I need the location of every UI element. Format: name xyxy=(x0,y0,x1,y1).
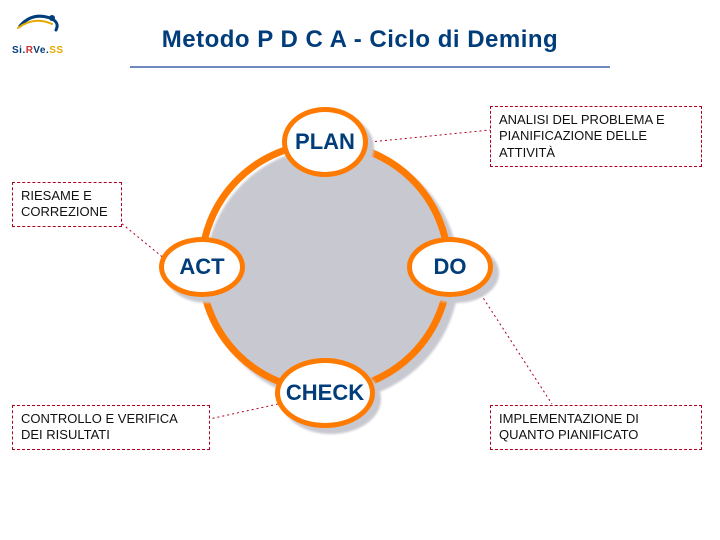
node-check-label: CHECK xyxy=(286,380,364,406)
node-do-label: DO xyxy=(434,254,467,280)
node-plan: PLAN xyxy=(282,107,368,177)
box-controllo: CONTROLLO E VERIFICA DEI RISULTATI xyxy=(12,405,210,450)
node-check: CHECK xyxy=(275,358,375,428)
box-analisi-text: ANALISI DEL PROBLEMA E PIANIFICAZIONE DE… xyxy=(499,112,665,160)
box-implement-text: IMPLEMENTAZIONE DI QUANTO PIANIFICATO xyxy=(499,411,639,442)
node-act-label: ACT xyxy=(179,254,224,280)
box-analisi: ANALISI DEL PROBLEMA E PIANIFICAZIONE DE… xyxy=(490,106,702,167)
title-underline xyxy=(130,66,610,68)
box-implement: IMPLEMENTAZIONE DI QUANTO PIANIFICATO xyxy=(490,405,702,450)
box-riesame-text: RIESAME E CORREZIONE xyxy=(21,188,108,219)
node-do: DO xyxy=(407,237,493,297)
page-title: Metodo P D C A - Ciclo di Deming xyxy=(0,26,720,54)
box-riesame: RIESAME E CORREZIONE xyxy=(12,182,122,227)
box-controllo-text: CONTROLLO E VERIFICA DEI RISULTATI xyxy=(21,411,177,442)
pdca-diagram: PLAN DO CHECK ACT ANALISI DEL PROBLEMA E… xyxy=(0,90,720,540)
node-plan-label: PLAN xyxy=(295,129,355,155)
node-act: ACT xyxy=(159,237,245,297)
